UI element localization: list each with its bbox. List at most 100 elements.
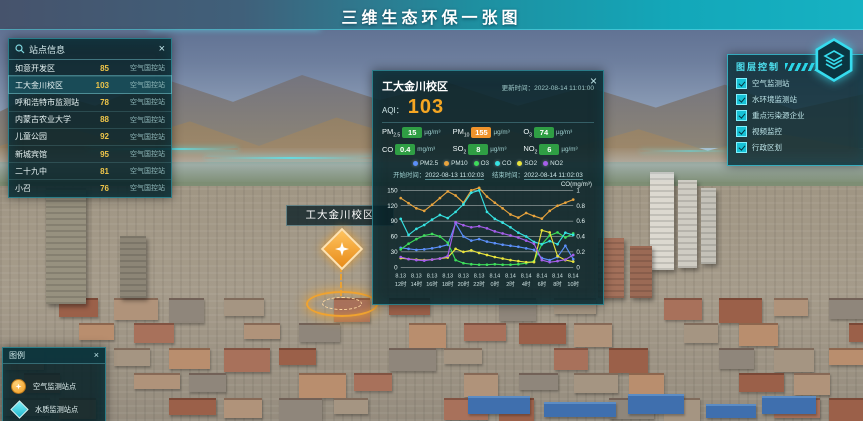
start-time-input[interactable]: 2022-08-13 11:02:03 <box>425 172 484 180</box>
checkbox-checked-icon[interactable] <box>736 78 747 89</box>
checkbox-checked-icon[interactable] <box>736 142 747 153</box>
svg-text:22时: 22时 <box>473 280 485 288</box>
svg-text:8.14: 8.14 <box>536 274 547 280</box>
aqi-value: 103 <box>407 96 445 118</box>
svg-text:8.13: 8.13 <box>427 274 438 280</box>
pollutant-cell: NO2 6 µg/m³ <box>523 144 594 156</box>
station-type: 空气国控站 <box>130 116 165 124</box>
pollutant-unit: mg/m³ <box>417 145 436 153</box>
air-station-icon <box>11 379 26 394</box>
checkbox-checked-icon[interactable] <box>736 110 747 121</box>
legend-item-label: 空气监测站点 <box>33 381 77 391</box>
pollutant-cell: PM2.5 15 µg/m³ <box>382 127 453 139</box>
station-name: 工大金川校区 <box>15 80 63 90</box>
pollutant-grid: PM2.5 15 µg/m³ PM10 155 µg/m³ O3 74 µg/m³ CO 0.4 mg… <box>382 127 594 155</box>
checkbox-checked-icon[interactable] <box>736 126 747 137</box>
hatch-decoration <box>785 62 820 71</box>
building-tower <box>650 172 674 270</box>
station-name: 新城宾馆 <box>15 149 47 159</box>
warehouse-roof <box>762 396 816 414</box>
chart-legend-label: CO <box>502 160 512 167</box>
marker-label[interactable]: 工大金川校区 <box>286 205 394 226</box>
pollutant-label: CO <box>382 144 394 154</box>
chart-legend-label: PM2.5 <box>419 160 439 167</box>
station-aqi: 88 <box>100 115 109 125</box>
layer-item[interactable]: 视频监控 <box>736 126 856 137</box>
svg-text:90: 90 <box>391 218 398 225</box>
building <box>774 348 814 372</box>
chart-legend: PM2.5 PM10 O3 CO SO2 NO2 <box>382 160 594 167</box>
station-row[interactable]: 如意开发区 85 空气国控站 <box>9 60 171 76</box>
popup-close-icon[interactable]: × <box>589 74 597 88</box>
legend-dot-icon <box>473 161 479 166</box>
checkbox-checked-icon[interactable] <box>736 94 747 105</box>
svg-text:8.14: 8.14 <box>552 274 563 280</box>
building <box>829 348 863 365</box>
warehouse-roof <box>706 404 756 418</box>
building <box>829 298 863 319</box>
building <box>79 323 114 340</box>
pollutant-cell: CO 0.4 mg/m³ <box>382 143 453 156</box>
layer-item[interactable]: 水环境监测站 <box>736 94 856 105</box>
building <box>244 323 280 339</box>
page-title: 三维生态环保一张图 <box>341 10 522 27</box>
station-name: 二十九中 <box>15 166 47 176</box>
station-panel-close-icon[interactable]: × <box>158 42 165 55</box>
station-row[interactable]: 工大金川校区 103 空气国控站 <box>8 75 172 95</box>
layers-hexagon-icon[interactable] <box>813 38 855 82</box>
pollutant-value-badge: 6 <box>539 143 560 155</box>
station-row[interactable]: 新城宾馆 95 空气国控站 <box>9 144 171 162</box>
building <box>774 298 808 316</box>
layer-item[interactable]: 行政区划 <box>736 142 856 153</box>
aqi-trend-chart: 0 30 60 90 120 150 0 0.2 0.4 0.6 0.8 1 CO(mg/m³) 8.13… <box>382 180 594 298</box>
pollutant-label: PM2.5 <box>382 127 401 139</box>
building <box>574 323 612 347</box>
svg-text:10时: 10时 <box>567 280 579 288</box>
station-row[interactable]: 内蒙古农业大学 88 空气国控站 <box>9 110 171 128</box>
svg-text:8.13: 8.13 <box>411 274 422 280</box>
svg-text:60: 60 <box>391 234 398 241</box>
pollutant-unit: µg/m³ <box>424 129 441 137</box>
building <box>444 348 482 364</box>
svg-text:8.14: 8.14 <box>521 274 532 280</box>
divider <box>382 122 594 123</box>
legend-panel-title: 图例 <box>9 351 25 360</box>
svg-text:0.6: 0.6 <box>576 218 585 225</box>
station-row[interactable]: 儿童公园 92 空气国控站 <box>9 127 171 145</box>
pollutant-value-badge: 155 <box>471 127 492 139</box>
svg-text:8.14: 8.14 <box>568 274 579 280</box>
station-aqi: 85 <box>100 63 109 73</box>
station-panel-title: 站点信息 <box>29 44 66 55</box>
svg-text:CO(mg/m³): CO(mg/m³) <box>561 181 592 188</box>
pollutant-value-badge: 8 <box>468 143 489 155</box>
building <box>279 398 322 421</box>
layer-item[interactable]: 重点污染源企业 <box>736 110 856 121</box>
chart-legend-item: PM10 <box>444 160 468 167</box>
building <box>169 398 216 415</box>
pollutant-unit: µg/m³ <box>490 145 507 153</box>
station-row[interactable]: 二十九中 81 空气国控站 <box>9 162 171 179</box>
svg-text:150: 150 <box>387 187 398 194</box>
svg-text:14时: 14时 <box>411 280 423 288</box>
station-row[interactable]: 呼和浩特市监测站 78 空气国控站 <box>9 93 171 110</box>
svg-text:20时: 20时 <box>458 280 470 288</box>
station-row[interactable]: 小召 76 空气国控站 <box>9 179 171 196</box>
station-type: 空气国控站 <box>130 151 165 159</box>
svg-text:0: 0 <box>394 264 398 271</box>
legend-panel-close-icon[interactable]: × <box>93 350 99 360</box>
station-type: 空气国控站 <box>130 99 165 107</box>
layer-item-label: 水环境监测站 <box>752 95 797 104</box>
svg-text:0.2: 0.2 <box>576 249 585 256</box>
station-name: 内蒙古农业大学 <box>15 115 71 125</box>
legend-list: 空气监测站点 水质监测站点 <box>3 364 105 421</box>
pollutant-value-badge: 15 <box>402 127 423 139</box>
svg-text:8.14: 8.14 <box>489 274 500 280</box>
station-popup: × 工大金川校区 更新时间：2022-08-14 11:01:00 AQI： 1… <box>372 70 604 306</box>
layer-item-label: 视频监控 <box>752 127 782 136</box>
end-time-input[interactable]: 2022-08-14 11:02:03 <box>523 172 583 180</box>
building <box>224 298 264 316</box>
layer-item[interactable]: 空气监测站 <box>736 78 856 89</box>
building <box>739 323 778 346</box>
building <box>114 348 150 366</box>
